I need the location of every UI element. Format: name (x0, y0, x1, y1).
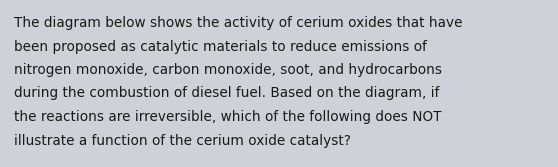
Text: been proposed as catalytic materials to reduce emissions of: been proposed as catalytic materials to … (14, 40, 427, 53)
Text: The diagram below shows the activity of cerium oxides that have: The diagram below shows the activity of … (14, 16, 463, 30)
Text: during the combustion of diesel fuel. Based on the diagram, if: during the combustion of diesel fuel. Ba… (14, 87, 439, 101)
Text: nitrogen monoxide, carbon monoxide, soot, and hydrocarbons: nitrogen monoxide, carbon monoxide, soot… (14, 63, 442, 77)
Text: the reactions are irreversible, which of the following does NOT: the reactions are irreversible, which of… (14, 110, 441, 124)
Text: illustrate a function of the cerium oxide catalyst?: illustrate a function of the cerium oxid… (14, 133, 351, 147)
